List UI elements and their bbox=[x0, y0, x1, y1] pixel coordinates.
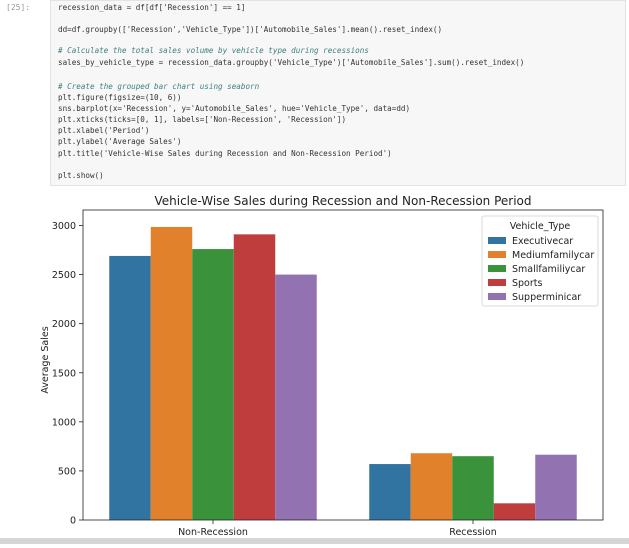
code-comment-line: # Calculate the total sales volume by ve… bbox=[58, 46, 369, 55]
legend-title: Vehicle_Type bbox=[510, 221, 571, 232]
bar bbox=[192, 249, 234, 520]
bar bbox=[535, 454, 577, 520]
x-tick-label: Non-Recession bbox=[178, 527, 248, 538]
legend-swatch bbox=[488, 237, 506, 244]
bar bbox=[452, 456, 494, 520]
code-line: plt.figure(figsize=(10, 6)) bbox=[58, 93, 182, 102]
legend-label: Supperminicar bbox=[512, 292, 581, 303]
bar bbox=[410, 453, 453, 520]
legend-label: Smallfamiliycar bbox=[512, 264, 585, 275]
legend-swatch bbox=[488, 265, 506, 272]
output-area: Vehicle-Wise Sales during Recession and … bbox=[0, 190, 629, 544]
bar bbox=[275, 274, 317, 520]
chart-title: Vehicle-Wise Sales during Recession and … bbox=[154, 194, 531, 208]
legend-label: Executivecar bbox=[512, 236, 573, 247]
code-line: plt.ylabel('Average Sales') bbox=[58, 137, 182, 146]
y-tick-label: 1500 bbox=[52, 368, 76, 379]
code-comment-line: # Create the grouped bar chart using sea… bbox=[58, 82, 260, 91]
plot-frame bbox=[82, 209, 604, 521]
code-editor[interactable] bbox=[50, 0, 626, 186]
legend-swatch bbox=[488, 293, 506, 300]
bar bbox=[150, 226, 193, 520]
legend-box bbox=[481, 215, 599, 307]
code-line: sns.barplot(x='Recession', y='Automobile… bbox=[58, 104, 411, 113]
code-line: plt.show() bbox=[58, 171, 104, 180]
y-tick-label: 500 bbox=[58, 466, 76, 477]
legend-label: Mediumfamilycar bbox=[512, 250, 594, 261]
bar bbox=[493, 503, 536, 520]
bar bbox=[369, 464, 411, 520]
code-line: plt.xlabel('Period') bbox=[58, 126, 150, 135]
y-tick-label: 3000 bbox=[52, 221, 76, 232]
code-line: recession_data = df[df['Recession'] == 1… bbox=[58, 3, 246, 12]
y-tick-label: 0 bbox=[70, 516, 76, 527]
y-tick-label: 2000 bbox=[52, 319, 76, 330]
horizontal-scrollbar[interactable] bbox=[0, 538, 629, 544]
cell-prompt: [25]: bbox=[6, 3, 31, 12]
y-tick-label: 1000 bbox=[52, 417, 76, 428]
code-line: plt.title('Vehicle-Wise Sales during Rec… bbox=[58, 149, 392, 158]
legend-label: Sports bbox=[512, 278, 543, 289]
bar bbox=[109, 255, 151, 520]
bar-chart: Vehicle-Wise Sales during Recession and … bbox=[40, 194, 604, 538]
legend-swatch bbox=[488, 279, 506, 286]
y-tick-label: 2500 bbox=[52, 270, 76, 281]
legend-swatch bbox=[488, 251, 506, 258]
bar bbox=[233, 234, 276, 520]
code-line: sales_by_vehicle_type = recession_data.g… bbox=[58, 58, 525, 67]
code-line: plt.xticks(ticks=[0, 1], labels=['Non-Re… bbox=[58, 115, 347, 124]
x-tick-label: Recession bbox=[449, 527, 496, 538]
y-axis-label: Average Sales bbox=[40, 326, 51, 393]
code-line: dd=df.groupby(['Recession','Vehicle_Type… bbox=[58, 25, 443, 34]
code-cell[interactable]: [25]: recession_data = df[df['Recession'… bbox=[0, 0, 629, 186]
